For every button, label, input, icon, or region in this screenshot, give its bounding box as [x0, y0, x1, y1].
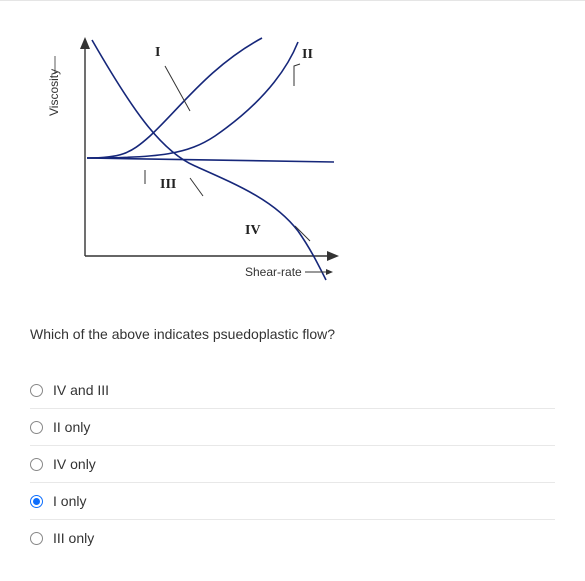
option-e[interactable]: III only	[30, 519, 555, 556]
option-b[interactable]: II only	[30, 408, 555, 445]
question-text: Which of the above indicates psuedoplast…	[30, 326, 555, 342]
radio-c[interactable]	[30, 458, 43, 471]
radio-d[interactable]	[30, 495, 43, 508]
y-axis-arrow	[80, 37, 90, 49]
option-d-label: I only	[53, 493, 86, 509]
chart-svg: I II III IV Viscosity Shear-rate	[30, 26, 350, 286]
radio-b[interactable]	[30, 421, 43, 434]
option-c[interactable]: IV only	[30, 445, 555, 482]
pointer-ii	[294, 64, 300, 86]
y-axis-label: Viscosity	[47, 69, 61, 116]
radio-e[interactable]	[30, 532, 43, 545]
option-d[interactable]: I only	[30, 482, 555, 519]
options-list: IV and III II only IV only I only III on…	[30, 372, 555, 556]
label-iii: III	[160, 177, 176, 192]
pointer-iv-a	[190, 178, 203, 196]
option-a[interactable]: IV and III	[30, 372, 555, 408]
x-axis-label-arrow-head	[326, 269, 333, 275]
x-axis-label: Shear-rate	[245, 265, 302, 279]
viscosity-chart: I II III IV Viscosity Shear-rate	[30, 26, 555, 286]
label-iv: IV	[245, 223, 261, 238]
option-e-label: III only	[53, 530, 94, 546]
pointer-i	[165, 66, 190, 111]
radio-a[interactable]	[30, 384, 43, 397]
label-i: I	[155, 45, 160, 60]
label-ii: II	[302, 47, 313, 62]
option-b-label: II only	[53, 419, 90, 435]
curve-i	[87, 38, 262, 158]
x-axis-arrow	[327, 251, 339, 261]
curve-ii	[87, 42, 298, 158]
option-c-label: IV only	[53, 456, 96, 472]
option-a-label: IV and III	[53, 382, 109, 398]
curve-iii	[87, 158, 334, 162]
